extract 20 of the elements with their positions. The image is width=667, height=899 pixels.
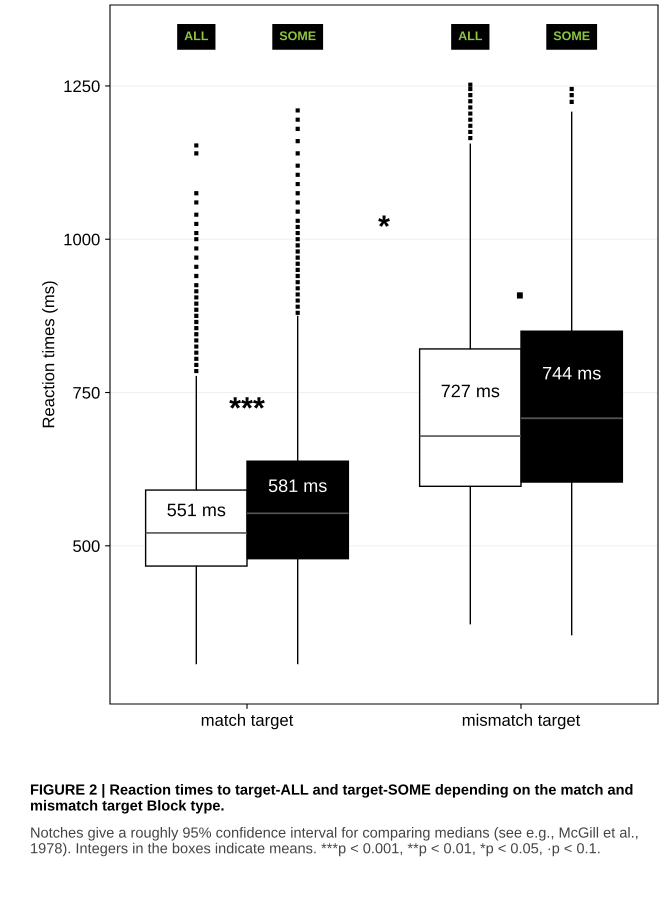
text: SOME	[280, 31, 316, 40]
annotation: ·	[516, 292, 523, 299]
text: ALL	[184, 32, 208, 40]
annotation: ***	[229, 397, 265, 409]
text: 744 ms	[543, 366, 601, 380]
y-tick-label: 750	[73, 386, 100, 399]
text: SOME	[554, 31, 590, 40]
caption: FIGURE 2 | Reaction times to target-ALL and target-SOME depending on the match and mismatch target Block type.	[30, 784, 632, 814]
annotation: *	[378, 216, 390, 227]
text: ALL	[458, 32, 482, 40]
text: 551 ms	[167, 504, 226, 516]
y-tick-label: 500	[73, 540, 100, 552]
x-tick-label: mismatch target	[462, 714, 580, 730]
y-axis-title: Reaction times (ms)	[42, 281, 58, 428]
text: 581 ms	[268, 479, 327, 492]
y-tick-label: 1250	[64, 80, 100, 92]
x-tick-label: match target	[202, 714, 294, 730]
y-tick-label: 1000	[64, 234, 100, 246]
text: 727 ms	[442, 384, 500, 398]
text: Notches give a roughly 95% confidence interval for comparing medians (see e.g., McGill et al., 1978). Integers in the boxes indicate means. ***p < 0.001, **p < 0.01, *p < 0.05, ·p < 0.1.	[31, 827, 638, 856]
